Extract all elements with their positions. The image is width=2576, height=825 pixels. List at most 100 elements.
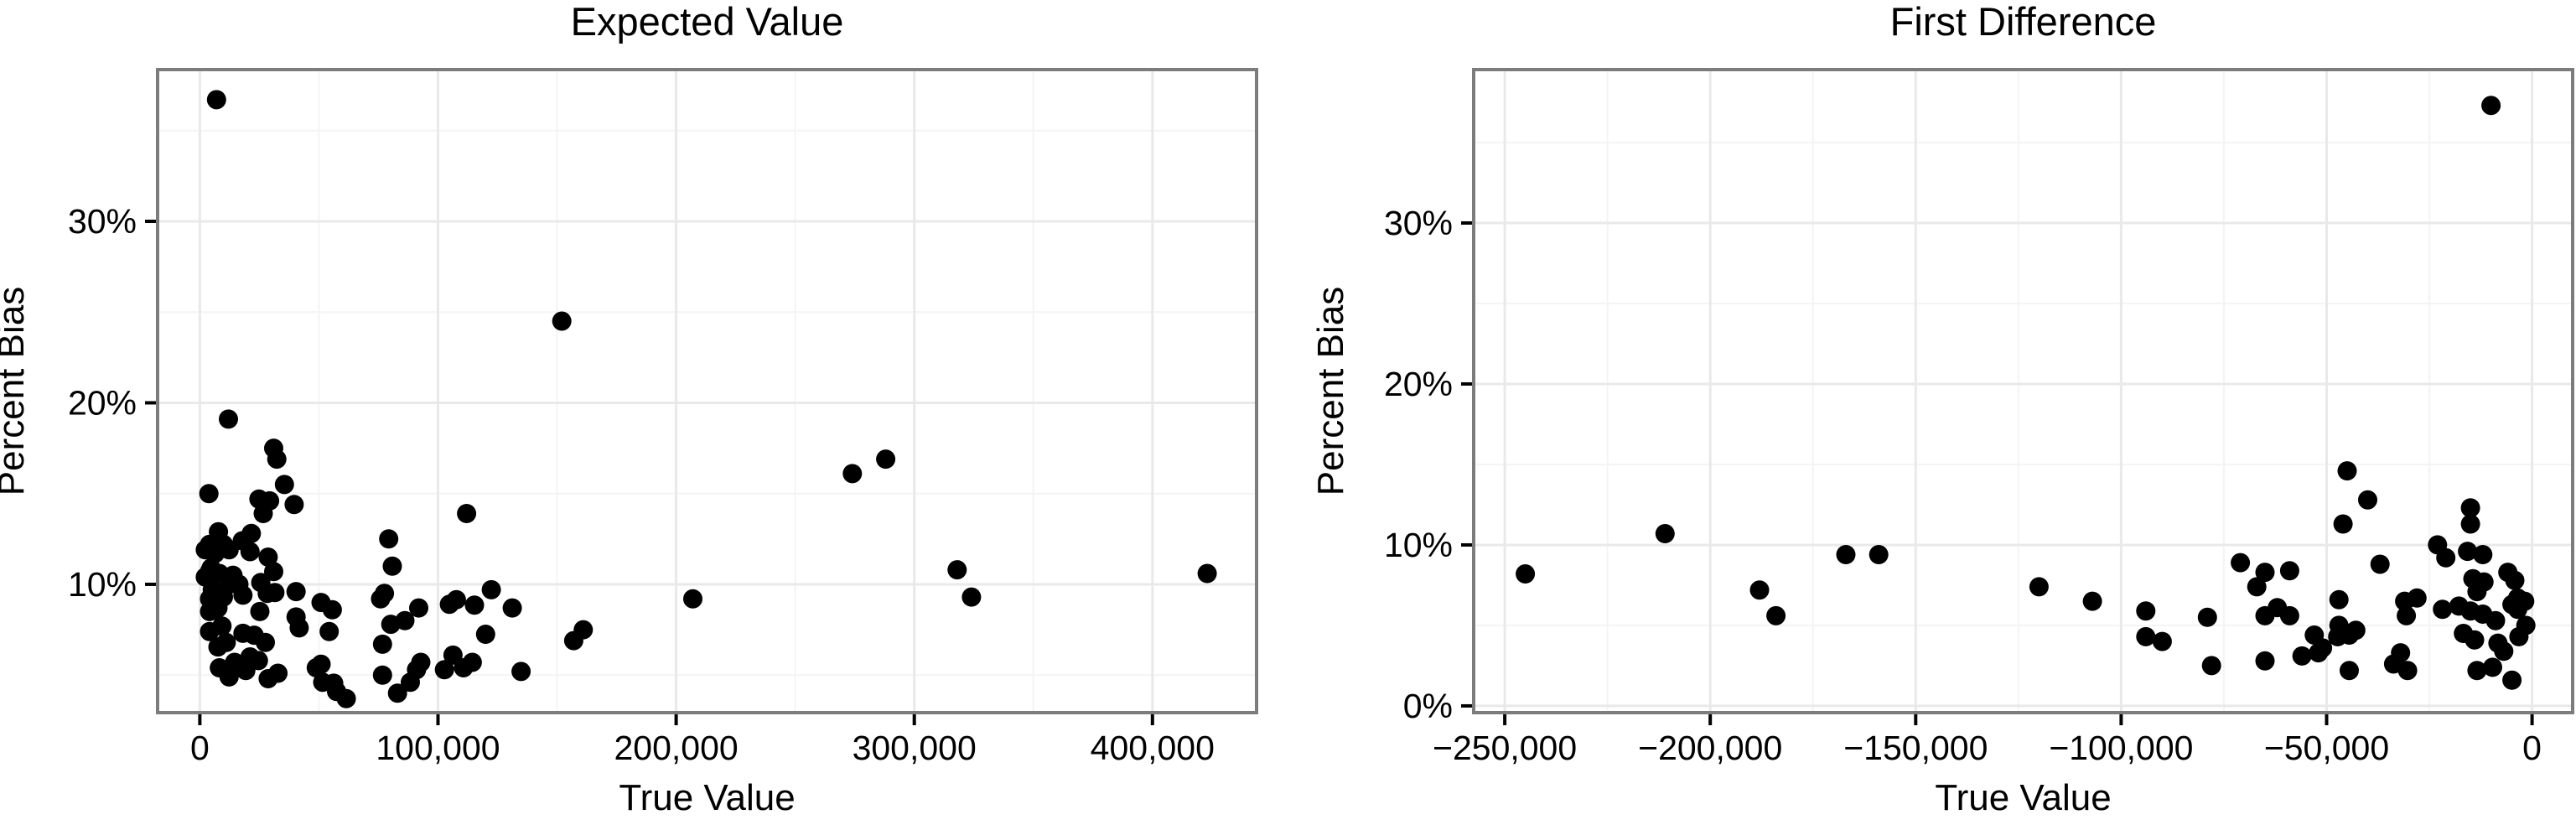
- data-point: [2201, 656, 2221, 676]
- x-tick-label: −250,000: [1433, 729, 1577, 767]
- data-point: [947, 560, 967, 580]
- data-point: [1836, 545, 1856, 564]
- data-point: [2433, 599, 2453, 620]
- data-point: [1749, 580, 1770, 600]
- data-point: [439, 594, 459, 615]
- data-point: [2515, 591, 2535, 611]
- data-point: [267, 449, 287, 470]
- y-tick-label: 10%: [1384, 526, 1453, 564]
- data-point: [274, 475, 294, 495]
- data-point: [250, 601, 270, 621]
- data-point: [372, 665, 392, 685]
- x-tick-label: −200,000: [1638, 729, 1782, 767]
- data-point: [289, 618, 309, 638]
- data-point: [206, 90, 226, 110]
- data-points-layer: [1516, 96, 2536, 690]
- data-point: [2255, 563, 2275, 583]
- data-point: [2467, 661, 2487, 681]
- data-point: [387, 683, 407, 703]
- x-tick-label: 300,000: [853, 729, 977, 767]
- data-point: [2337, 461, 2357, 481]
- data-point: [381, 615, 401, 635]
- data-point: [2407, 588, 2427, 608]
- data-point: [2505, 570, 2525, 590]
- data-point: [2465, 630, 2485, 650]
- data-point: [2029, 577, 2049, 597]
- data-point: [454, 658, 474, 677]
- data-point: [240, 542, 260, 562]
- data-point: [511, 662, 531, 682]
- data-point: [683, 589, 702, 609]
- data-point: [2485, 610, 2506, 630]
- y-tick-label: 0%: [1403, 687, 1453, 725]
- data-point: [1766, 605, 1786, 625]
- data-point: [573, 620, 593, 640]
- y-tick-label: 30%: [1384, 204, 1453, 242]
- x-tick-label: −150,000: [1843, 729, 1988, 767]
- plot-title: Expected Value: [571, 0, 844, 44]
- data-point: [2370, 554, 2390, 574]
- plot-panel: [1474, 70, 2573, 713]
- x-tick-label: 100,000: [376, 729, 500, 767]
- data-point: [2333, 514, 2353, 534]
- data-point: [2460, 514, 2480, 534]
- x-tick-label: 400,000: [1091, 729, 1215, 767]
- data-point: [322, 599, 342, 620]
- data-point: [401, 672, 420, 693]
- data-point: [1516, 564, 1536, 584]
- y-axis-title: Percent Bias: [1310, 287, 1351, 496]
- plot-expected-value: 0 100,000 200,000 300,000 400,000 10% 20% 30% Ex…: [0, 0, 1258, 818]
- data-point: [2136, 601, 2156, 621]
- data-point: [464, 595, 485, 615]
- data-point: [205, 543, 225, 563]
- y-axis-title: Percent Bias: [0, 287, 32, 496]
- data-point: [284, 495, 304, 515]
- data-point: [268, 663, 288, 683]
- data-point: [2397, 605, 2417, 625]
- x-axis-title: True Value: [1935, 777, 2111, 818]
- data-point: [208, 637, 228, 657]
- panel-border: [156, 68, 1258, 714]
- data-point: [219, 667, 239, 687]
- data-point: [286, 582, 306, 602]
- data-point: [502, 598, 522, 618]
- data-point: [2358, 490, 2377, 510]
- data-point: [233, 585, 253, 605]
- y-tick-label: 10%: [68, 565, 137, 604]
- data-point: [1655, 524, 1675, 543]
- data-point: [206, 599, 226, 620]
- x-tick-label: −50,000: [2264, 729, 2389, 767]
- plot-title: First Difference: [1890, 0, 2157, 44]
- data-point: [2255, 651, 2275, 671]
- data-point: [2292, 646, 2312, 666]
- plot-first-difference: −250,000 −200,000 −150,000 −100,000 −50,000 0…: [1310, 0, 2574, 818]
- x-axis-title: True Value: [619, 777, 795, 818]
- data-point: [2197, 607, 2217, 627]
- data-point: [258, 547, 278, 567]
- data-point: [2436, 547, 2456, 568]
- data-point: [2483, 657, 2502, 677]
- data-point: [382, 556, 402, 576]
- y-tick-label: 20%: [68, 383, 137, 422]
- data-point: [2460, 498, 2480, 518]
- data-point: [443, 645, 463, 665]
- data-point: [2467, 582, 2487, 602]
- data-point: [2279, 605, 2299, 625]
- data-point: [2502, 670, 2522, 690]
- data-point: [336, 688, 356, 708]
- data-point: [265, 583, 285, 603]
- data-point: [199, 484, 219, 504]
- data-point: [961, 587, 982, 607]
- data-point: [2397, 661, 2418, 681]
- data-point: [306, 658, 326, 677]
- data-point: [552, 311, 572, 331]
- data-point: [253, 504, 273, 523]
- x-tick-label: −100,000: [2049, 729, 2193, 767]
- x-tick-label: 0: [2522, 729, 2542, 767]
- data-point: [2152, 631, 2172, 651]
- plot-panel: [158, 70, 1257, 713]
- data-point: [2313, 638, 2333, 658]
- data-point: [457, 504, 477, 523]
- data-point: [313, 672, 333, 693]
